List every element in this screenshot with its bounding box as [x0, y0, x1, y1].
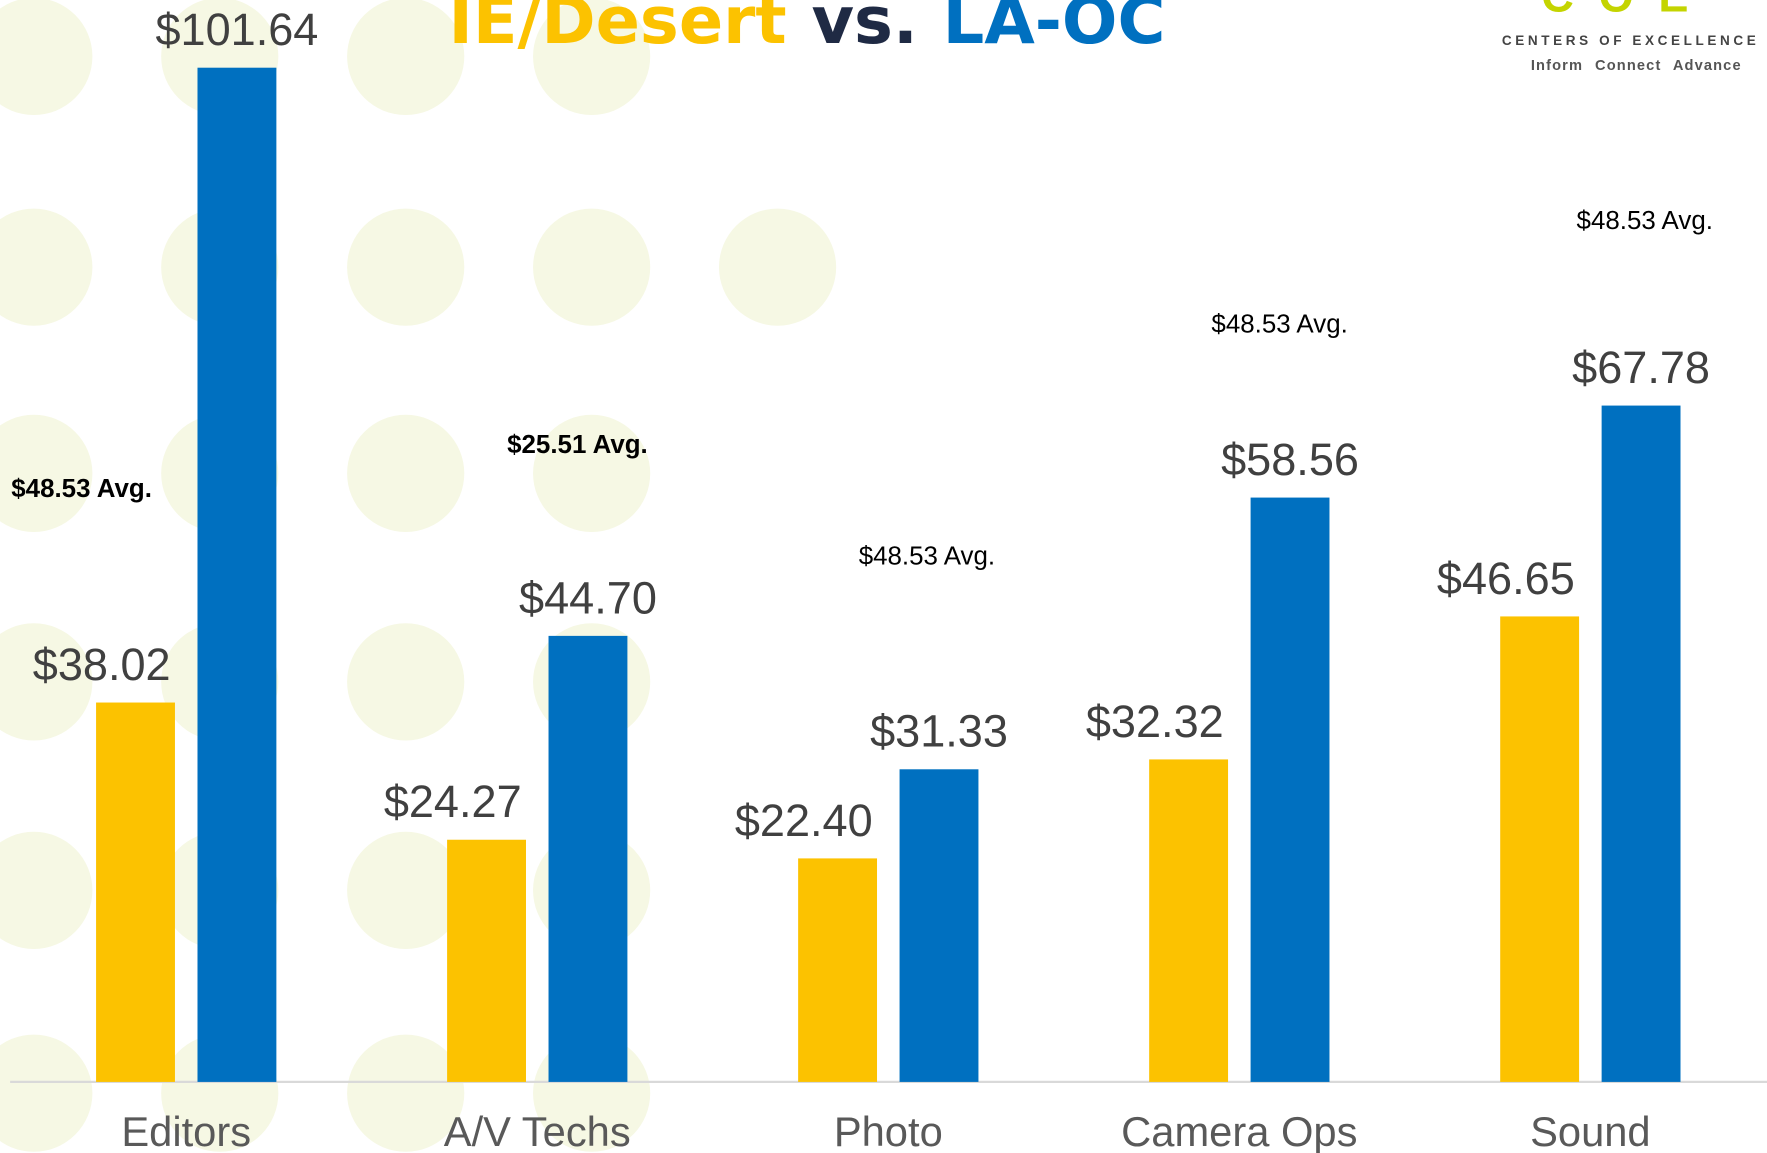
- bg-dot: [347, 208, 465, 326]
- bg-dot: [0, 208, 93, 326]
- value-label: $101.64: [155, 4, 318, 55]
- bg-dot: [0, 0, 93, 116]
- bg-dot: [347, 0, 465, 116]
- x-tick-label: A/V Techs: [444, 1108, 631, 1153]
- avg-annotation: $48.53 Avg.: [1577, 207, 1713, 235]
- bar: [96, 702, 175, 1082]
- bg-dot: [0, 1034, 93, 1152]
- logo-name: CENTERS OF EXCELLENCE: [1502, 33, 1759, 48]
- bar: [798, 858, 878, 1082]
- bar: [197, 67, 277, 1082]
- chart-title: IE/Desert vs. LA-OC: [449, 0, 1166, 59]
- value-label: $38.02: [33, 639, 171, 690]
- title-connector: vs.: [811, 0, 917, 59]
- bar: [1500, 616, 1580, 1082]
- bg-dot: [533, 208, 651, 326]
- logo-tagline: Inform Connect Advance: [1531, 58, 1742, 74]
- bar: [899, 769, 979, 1082]
- bg-dot: [533, 0, 651, 116]
- bar: [1601, 405, 1681, 1082]
- avg-annotation: $25.51 Avg.: [507, 431, 648, 459]
- bg-dot: [347, 623, 465, 741]
- bar: [1250, 497, 1330, 1082]
- value-label: $58.56: [1221, 434, 1359, 485]
- value-label: $46.65: [1437, 553, 1575, 604]
- value-label: $32.32: [1086, 696, 1224, 747]
- value-label: $22.40: [735, 795, 873, 846]
- bg-dot: [718, 208, 837, 326]
- bar: [548, 635, 628, 1082]
- x-tick-label: Photo: [834, 1108, 943, 1153]
- value-label: $44.70: [519, 572, 657, 623]
- x-tick-label: Camera Ops: [1121, 1108, 1357, 1153]
- bg-dot: [0, 831, 93, 949]
- avg-annotation: $48.53 Avg.: [11, 475, 152, 503]
- value-label: $31.33: [870, 706, 1008, 757]
- logo-mark: COE: [1541, 0, 1713, 21]
- bar: [447, 839, 526, 1082]
- bg-dot: [0, 623, 93, 741]
- bg-dot: [347, 414, 465, 532]
- title-series-b: LA-OC: [943, 0, 1166, 59]
- bg-dot: [347, 831, 465, 949]
- bg-dot: [347, 1034, 465, 1152]
- avg-annotation: $48.53 Avg.: [859, 543, 995, 571]
- avg-annotation: $48.53 Avg.: [1211, 311, 1347, 339]
- bg-dot: [0, 414, 93, 532]
- x-tick-label: Sound: [1530, 1108, 1651, 1153]
- bar: [1149, 759, 1229, 1082]
- value-label: $24.27: [384, 776, 522, 827]
- value-label: $67.78: [1572, 342, 1710, 393]
- bg-dot: [533, 414, 651, 532]
- title-series-a: IE/Desert: [449, 0, 787, 59]
- x-tick-label: Editors: [121, 1108, 251, 1153]
